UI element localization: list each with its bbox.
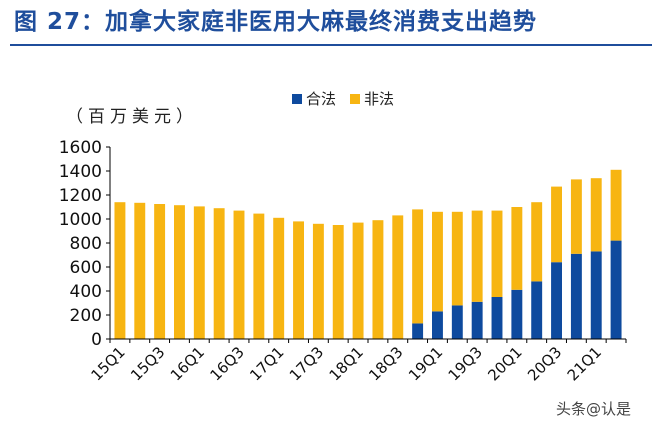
y-tick-label-400: 400 <box>70 282 102 302</box>
bar-legal-20Q1 <box>511 289 523 339</box>
bar-legal-19Q1 <box>432 311 443 339</box>
chart-legend: 合法 非法 <box>292 88 408 109</box>
bar-illegal-17Q1 <box>273 217 285 339</box>
x-tick-label-16Q1: 16Q1 <box>167 343 208 384</box>
legend-item-legal: 合法 <box>292 88 336 109</box>
x-tick-label-17Q1: 17Q1 <box>246 343 287 384</box>
bar-illegal-16Q3 <box>233 210 245 339</box>
bar-illegal-21Q1 <box>590 178 602 252</box>
bar-illegal-15Q2 <box>134 202 146 339</box>
x-tick-label-18Q3: 18Q3 <box>365 343 406 384</box>
legend-label-legal: 合法 <box>306 90 337 108</box>
title-divider <box>10 44 652 46</box>
x-tick-label-19Q3: 19Q3 <box>445 343 486 384</box>
watermark: 头条@认是 <box>556 400 632 418</box>
bar-illegal-15Q1 <box>114 202 126 339</box>
bar-illegal-21Q2 <box>610 169 622 241</box>
y-tick-label-200: 200 <box>70 306 102 326</box>
bar-illegal-19Q3 <box>471 210 483 302</box>
bar-illegal-16Q2 <box>213 208 225 339</box>
x-tick-label-19Q1: 19Q1 <box>405 343 446 384</box>
bar-legal-19Q2 <box>451 305 463 339</box>
y-tick-label-1000: 1000 <box>59 210 102 230</box>
bar-illegal-18Q2 <box>372 220 384 339</box>
bar-illegal-18Q4 <box>412 209 424 324</box>
bar-legal-20Q3 <box>551 262 562 339</box>
figure-title: 图 27：加拿大家庭非医用大麻最终消费支出趋势 <box>14 9 538 35</box>
bar-illegal-20Q2 <box>531 202 543 282</box>
x-tick-label-20Q1: 20Q1 <box>484 343 525 384</box>
x-tick-label-17Q3: 17Q3 <box>286 343 327 384</box>
y-tick-label-600: 600 <box>70 258 102 278</box>
bar-legal-19Q3 <box>471 301 483 339</box>
x-tick-label-16Q3: 16Q3 <box>207 343 248 384</box>
bar-illegal-17Q2 <box>293 221 304 339</box>
bar-legal-21Q2 <box>610 240 622 339</box>
bar-legal-18Q4 <box>412 323 424 339</box>
legend-label-illegal: 非法 <box>364 90 395 108</box>
bar-illegal-16Q1 <box>193 206 205 339</box>
bar-illegal-17Q3 <box>312 223 324 339</box>
y-tick-label-1200: 1200 <box>59 186 102 206</box>
x-tick-label-15Q3: 15Q3 <box>127 343 168 384</box>
bar-illegal-19Q1 <box>432 211 443 312</box>
y-tick-label-1400: 1400 <box>59 162 102 182</box>
y-tick-label-1600: 1600 <box>59 138 102 158</box>
bar-illegal-20Q3 <box>551 186 562 263</box>
legend-swatch-illegal <box>350 93 361 104</box>
bar-illegal-20Q1 <box>511 207 523 290</box>
bar-illegal-18Q3 <box>392 215 404 339</box>
x-tick-label-18Q1: 18Q1 <box>326 343 367 384</box>
legend-item-illegal: 非法 <box>350 88 394 109</box>
bar-illegal-20Q4 <box>570 179 582 254</box>
unit-label: （百万美元） <box>66 107 198 127</box>
bar-illegal-15Q3 <box>154 204 166 339</box>
x-tick-label-20Q3: 20Q3 <box>524 343 565 384</box>
bar-illegal-16Q4 <box>253 213 265 339</box>
y-tick-label-800: 800 <box>70 234 102 254</box>
bar-illegal-17Q4 <box>332 225 344 339</box>
y-tick-label-0: 0 <box>91 330 102 350</box>
bar-illegal-18Q1 <box>352 222 364 339</box>
bar-illegal-19Q2 <box>451 211 463 306</box>
bar-illegal-19Q4 <box>491 210 503 297</box>
legend-swatch-legal <box>292 93 302 104</box>
bar-legal-20Q2 <box>531 281 543 339</box>
bar-legal-20Q4 <box>570 253 582 339</box>
x-tick-label-21Q1: 21Q1 <box>564 343 605 384</box>
bar-legal-19Q4 <box>491 297 503 339</box>
bar-illegal-15Q4 <box>174 205 185 339</box>
bar-legal-21Q1 <box>590 251 602 339</box>
